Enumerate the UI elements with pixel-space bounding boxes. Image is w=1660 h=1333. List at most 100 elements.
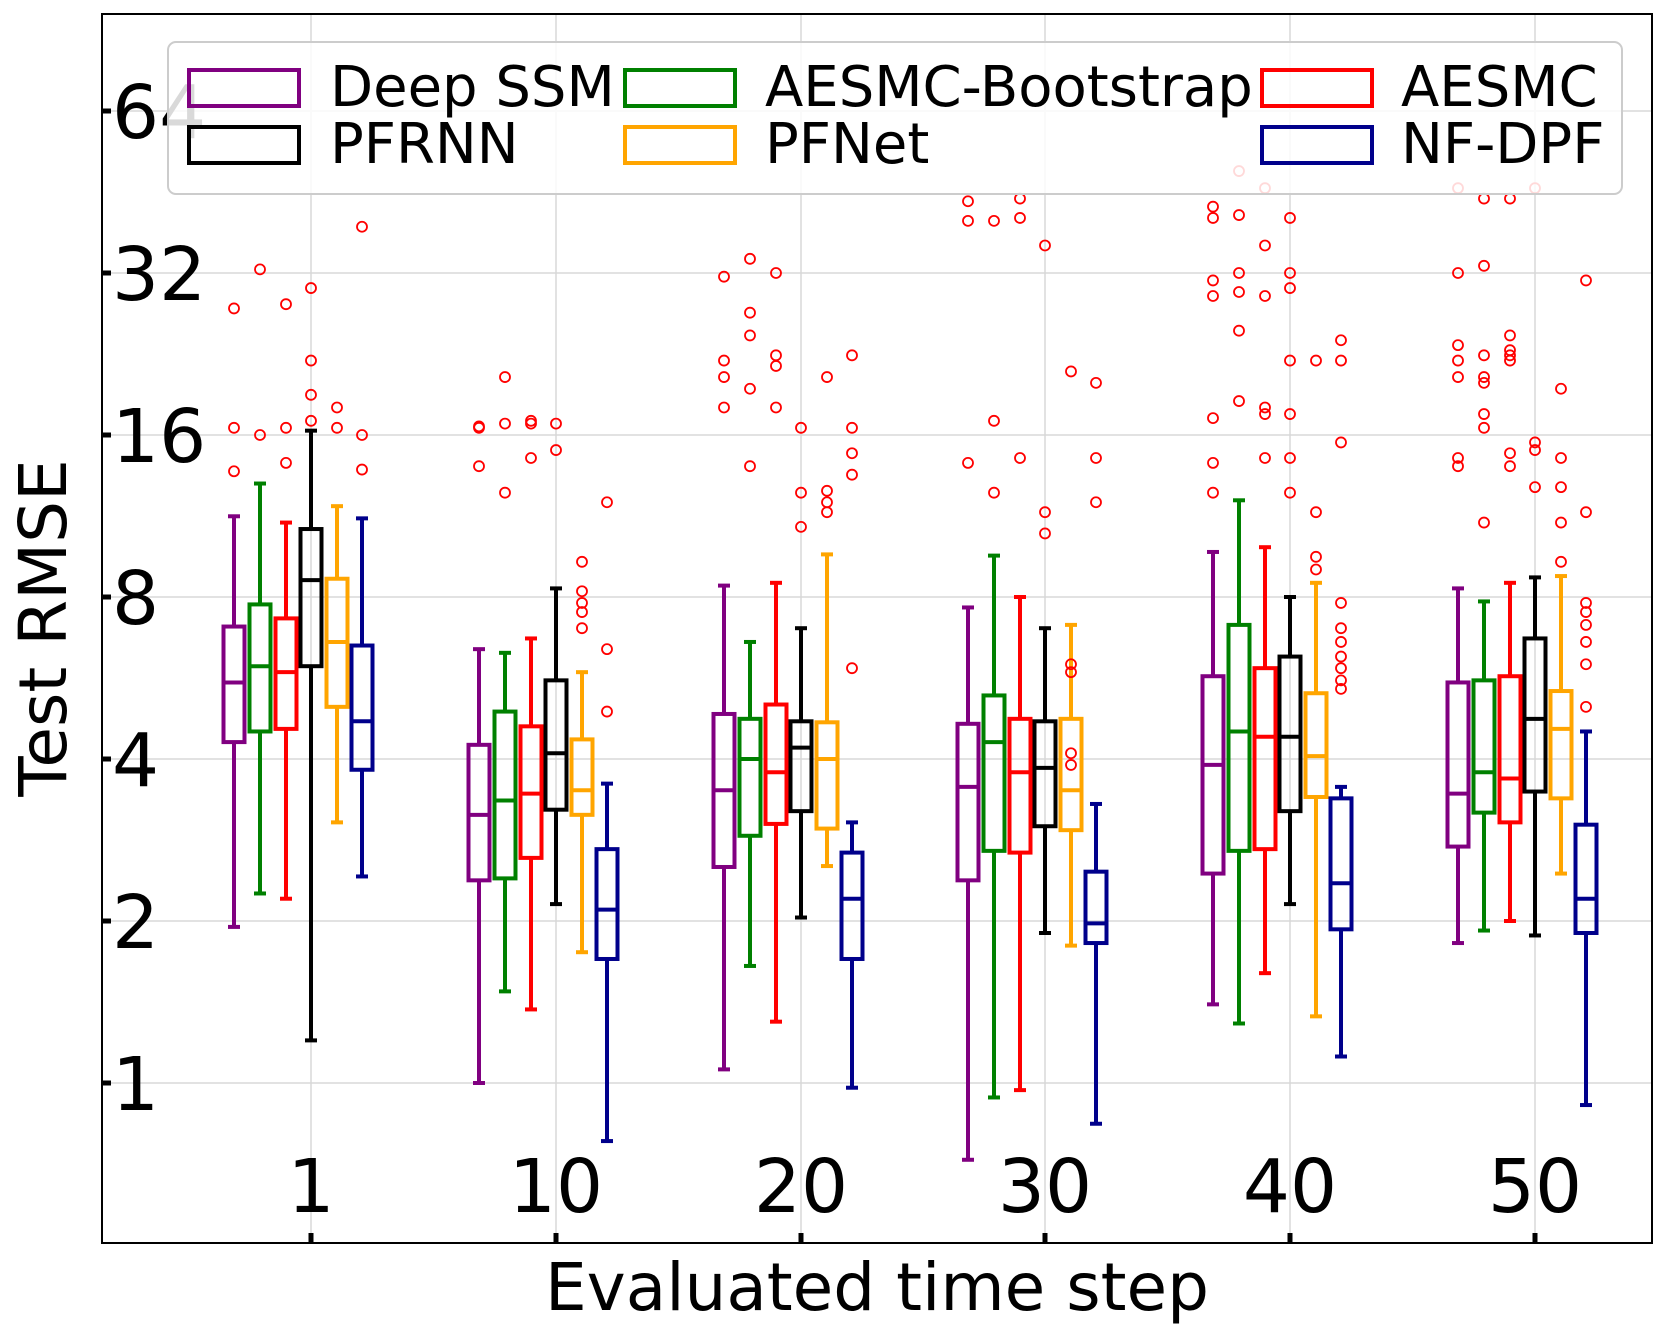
x-tick-label: 50 <box>1488 1144 1582 1230</box>
outlier-point <box>1580 658 1592 671</box>
legend-label: PFNet <box>765 112 929 177</box>
box-pfrnn-20 <box>788 421 814 920</box>
outlier-point <box>1090 496 1102 509</box>
outlier-point <box>1259 408 1271 420</box>
outlier-point <box>718 270 730 283</box>
outlier-point <box>1207 274 1219 287</box>
outlier-point <box>228 465 240 478</box>
outlier-point <box>744 460 756 473</box>
outlier-point <box>356 220 368 233</box>
legend-item-aesmc: AESMC <box>1260 55 1598 120</box>
outlier-point <box>576 622 588 635</box>
box-aesmc-bootstrap-40 <box>1226 165 1252 1026</box>
outlier-point <box>1284 452 1296 464</box>
box-iqr <box>1548 689 1574 801</box>
outlier-point <box>1335 354 1347 367</box>
outlier-point <box>1478 408 1490 420</box>
legend-label: PFRNN <box>330 112 519 177</box>
outlier-point <box>1555 382 1567 395</box>
outlier-point <box>795 421 807 434</box>
box-iqr <box>814 720 840 831</box>
box-nf-dpf-1 <box>349 220 375 879</box>
outlier-point <box>1335 674 1347 687</box>
outlier-point <box>821 371 833 383</box>
outlier-point <box>1335 597 1347 609</box>
outlier-point <box>576 597 588 609</box>
outlier-point <box>525 452 537 464</box>
outlier-point <box>550 444 562 456</box>
outlier-point <box>770 349 782 362</box>
box-iqr <box>466 742 492 883</box>
outlier-point <box>1233 395 1245 407</box>
box-pfnet-40 <box>1303 354 1329 1019</box>
outlier-point <box>1555 516 1567 529</box>
box-iqr <box>1083 869 1109 946</box>
outlier-point <box>962 195 974 208</box>
outlier-point <box>1580 274 1592 287</box>
legend-item-aesmc-bootstrap: AESMC-Bootstrap <box>623 55 1253 120</box>
outlier-point <box>1207 456 1219 469</box>
outlier-point <box>1014 452 1026 464</box>
box-iqr <box>1573 822 1599 935</box>
outlier-point <box>1580 700 1592 713</box>
outlier-point <box>1335 334 1347 347</box>
box-iqr <box>1522 636 1548 794</box>
legend-swatch <box>623 68 737 108</box>
outlier-point <box>744 306 756 319</box>
y-tick-label: 4 <box>112 718 159 804</box>
outlier-point <box>305 354 317 367</box>
box-iqr <box>594 847 620 961</box>
outlier-point <box>1284 408 1296 420</box>
outlier-point <box>1284 354 1296 367</box>
box-aesmc-bootstrap-1 <box>247 263 273 896</box>
box-aesmc-bootstrap-30 <box>981 214 1007 1100</box>
outlier-point <box>718 401 730 414</box>
legend-item-pfrnn: PFRNN <box>187 112 519 177</box>
box-deep-ssm-40 <box>1200 200 1226 1007</box>
y-tick-label: 32 <box>112 232 206 318</box>
legend-label: AESMC-Bootstrap <box>765 55 1253 120</box>
box-iqr <box>1032 719 1058 829</box>
box-iqr <box>981 693 1007 853</box>
outlier-point <box>1233 209 1245 221</box>
box-iqr <box>1328 796 1354 932</box>
box-iqr <box>1277 654 1303 814</box>
outlier-point <box>305 388 317 401</box>
outlier-point <box>1039 239 1051 252</box>
grid-layer <box>102 14 1652 1243</box>
legend-swatch <box>1260 125 1374 165</box>
x-tick-label: 1 <box>287 1144 334 1230</box>
outlier-point <box>1284 486 1296 499</box>
outlier-point <box>1452 452 1464 464</box>
box-aesmc-bootstrap-50 <box>1471 192 1497 933</box>
legend-swatch <box>187 68 301 108</box>
outlier-point <box>1478 371 1490 383</box>
box-pfnet-10 <box>569 555 595 955</box>
outlier-point <box>846 349 858 362</box>
outlier-point <box>1207 200 1219 213</box>
outlier-point <box>1039 527 1051 540</box>
outlier-point <box>1580 597 1592 609</box>
outlier-point <box>846 468 858 481</box>
box-iqr <box>1497 674 1523 825</box>
box-iqr <box>349 643 375 772</box>
outlier-point <box>1452 371 1464 383</box>
outlier-point <box>525 414 537 427</box>
box-iqr <box>1445 680 1471 849</box>
outlier-point <box>744 382 756 395</box>
box-nf-dpf-10 <box>594 496 620 1144</box>
outlier-point <box>744 329 756 342</box>
outlier-point <box>988 414 1000 427</box>
outlier-point <box>473 420 485 433</box>
box-iqr <box>543 678 569 812</box>
outlier-point <box>1580 636 1592 648</box>
outlier-point <box>744 252 756 265</box>
box-iqr <box>1007 716 1033 855</box>
outlier-point <box>1478 516 1490 529</box>
outlier-point <box>1335 636 1347 648</box>
box-nf-dpf-30 <box>1083 376 1109 1126</box>
box-aesmc-bootstrap-20 <box>737 252 763 968</box>
outlier-point <box>228 421 240 434</box>
outlier-point <box>305 414 317 427</box>
